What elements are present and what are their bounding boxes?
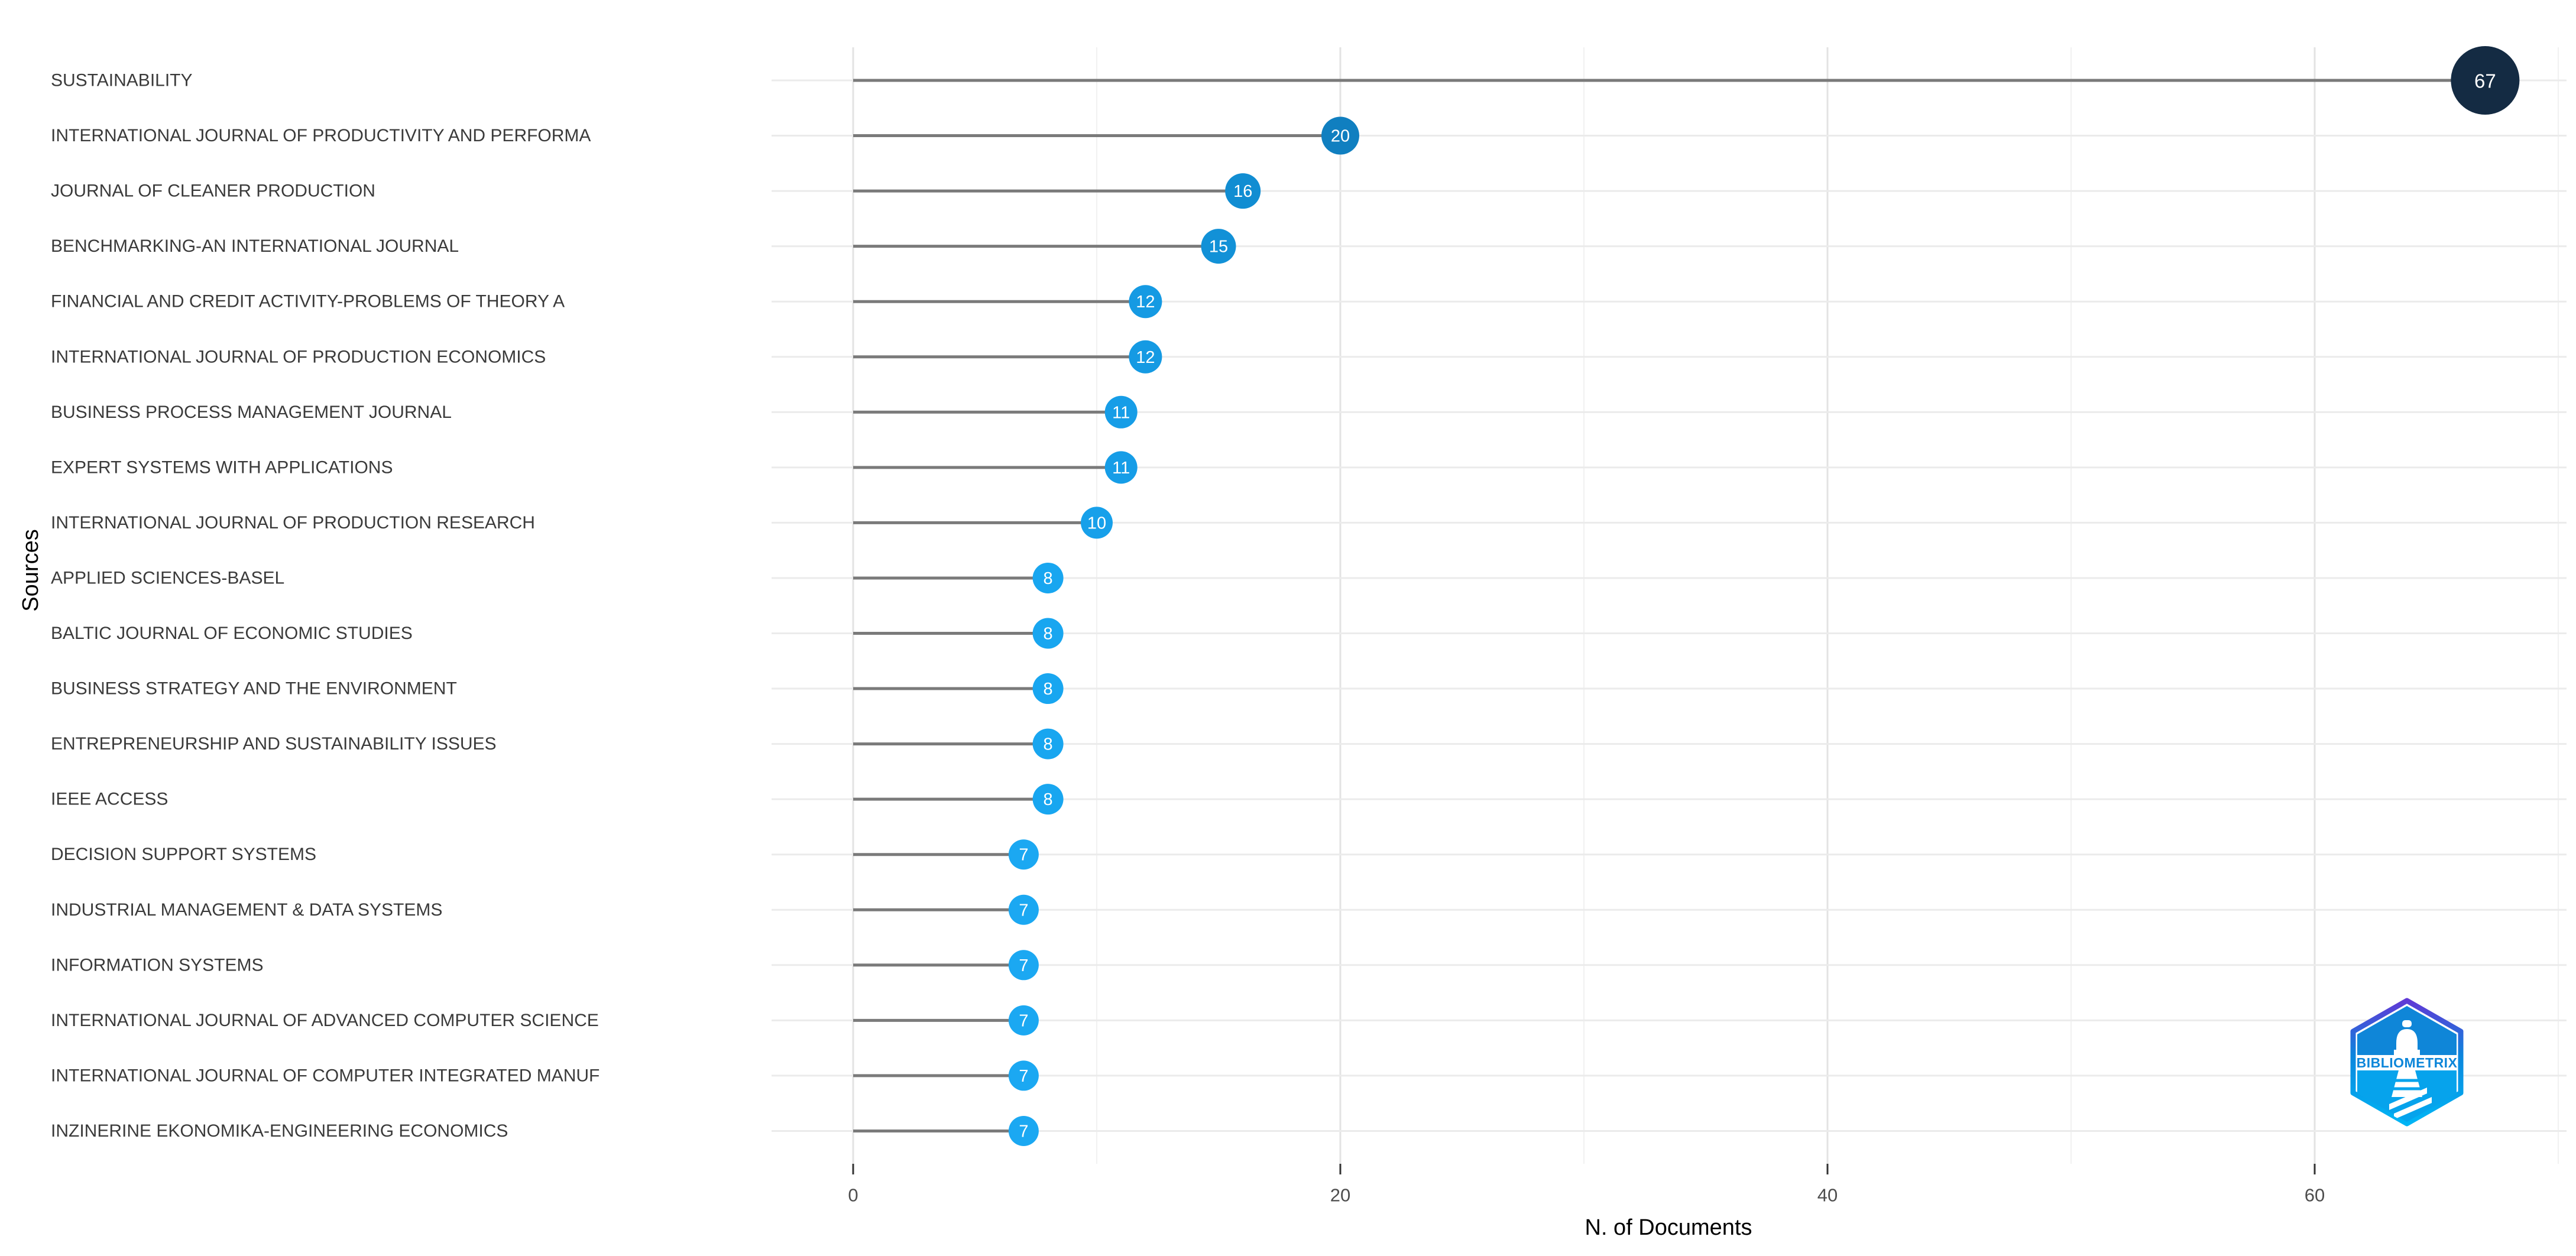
category-label: BALTIC JOURNAL OF ECONOMIC STUDIES	[51, 624, 413, 643]
lollipop-dot	[1201, 229, 1236, 264]
bibliometrix-logo: BIBLIOMETRIX	[2350, 998, 2464, 1127]
y-axis-title: Sources	[18, 529, 43, 611]
lollipop-dot	[1032, 673, 1064, 705]
lollipop-dot	[1008, 1005, 1039, 1036]
dot-value-label: 8	[1044, 790, 1053, 809]
category-label: INTERNATIONAL JOURNAL OF PRODUCTION ECON…	[51, 347, 546, 366]
category-label: BENCHMARKING-AN INTERNATIONAL JOURNAL	[51, 236, 459, 256]
dot-value-label: 7	[1019, 1067, 1028, 1086]
category-label: ENTREPRENEURSHIP AND SUSTAINABILITY ISSU…	[51, 734, 497, 754]
lollipop-dot	[2451, 46, 2520, 115]
dot-value-label: 10	[1087, 514, 1106, 533]
lollipop-dot	[1032, 562, 1064, 593]
dot-value-label: 15	[1209, 238, 1228, 257]
lollipop-dot	[1321, 116, 1359, 155]
category-label: INTERNATIONAL JOURNAL OF ADVANCED COMPUT…	[51, 1011, 599, 1030]
dot-value-label: 8	[1044, 625, 1053, 644]
category-label: INZINERINE EKONOMIKA-ENGINEERING ECONOMI…	[51, 1121, 508, 1141]
lollipop-dot	[1008, 1115, 1039, 1146]
lollipop-dot	[1129, 340, 1162, 374]
x-tick-label: 60	[2305, 1185, 2325, 1206]
category-label: SUSTAINABILITY	[51, 71, 193, 90]
x-axis-title: N. of Documents	[1585, 1215, 1752, 1240]
x-tick-label: 0	[848, 1185, 858, 1206]
category-label: FINANCIAL AND CREDIT ACTIVITY-PROBLEMS O…	[51, 292, 565, 311]
lollipop-dot	[1225, 173, 1261, 209]
logo-wordmark-text: BIBLIOMETRIX	[2357, 1055, 2458, 1070]
category-label: INTERNATIONAL JOURNAL OF PRODUCTIVITY AN…	[51, 126, 591, 145]
logo-lighthouse-art	[2357, 1006, 2457, 1122]
category-label: BUSINESS STRATEGY AND THE ENVIRONMENT	[51, 679, 457, 699]
dot-value-label: 12	[1136, 293, 1155, 311]
category-label: INTERNATIONAL JOURNAL OF PRODUCTION RESE…	[51, 513, 535, 533]
dot-value-label: 7	[1019, 901, 1028, 920]
dot-value-label: 11	[1112, 403, 1130, 422]
dot-value-label: 67	[2474, 70, 2496, 92]
lollipop-dot	[1008, 894, 1039, 925]
lollipop-dot	[1008, 950, 1039, 981]
dot-value-label: 7	[1019, 846, 1028, 865]
lollipop-dot	[1008, 1060, 1039, 1091]
category-label: INFORMATION SYSTEMS	[51, 955, 263, 975]
lollipop-dot	[1129, 285, 1162, 319]
lollipop-dot	[1032, 784, 1064, 815]
category-label: INDUSTRIAL MANAGEMENT & DATA SYSTEMS	[51, 900, 442, 920]
lollipop-dot	[1104, 451, 1138, 484]
category-label: EXPERT SYSTEMS WITH APPLICATIONS	[51, 457, 393, 477]
data-layer: 67 20 16 15 12 12 11 11 10 8 8 8 8 8 7 7 7 7 7 7	[853, 46, 2520, 1146]
dot-value-label: 8	[1044, 680, 1053, 699]
category-label: IEEE ACCESS	[51, 790, 168, 809]
lollipop-dot	[1081, 507, 1113, 539]
category-label: DECISION SUPPORT SYSTEMS	[51, 845, 316, 864]
lollipop-dot	[1032, 618, 1064, 649]
lollipop-dot	[1008, 839, 1039, 870]
dot-value-label: 20	[1331, 127, 1350, 146]
lollipop-dot	[1104, 395, 1138, 429]
x-tick-label: 20	[1330, 1185, 1350, 1206]
gridline-layer	[772, 47, 2567, 1164]
dot-value-label: 7	[1019, 956, 1028, 975]
category-label: APPLIED SCIENCES-BASEL	[51, 568, 284, 588]
lollipop-dot	[1032, 728, 1064, 760]
dot-value-label: 8	[1044, 735, 1053, 754]
dot-value-label: 16	[1233, 182, 1252, 201]
axis-layer: SUSTAINABILITY INTERNATIONAL JOURNAL OF P…	[51, 71, 2325, 1206]
x-tick-label: 40	[1817, 1185, 1838, 1206]
dot-value-label: 7	[1019, 1122, 1028, 1141]
category-label: INTERNATIONAL JOURNAL OF COMPUTER INTEGR…	[51, 1066, 600, 1085]
dot-value-label: 8	[1044, 569, 1053, 588]
category-label: JOURNAL OF CLEANER PRODUCTION	[51, 181, 375, 201]
category-label: BUSINESS PROCESS MANAGEMENT JOURNAL	[51, 403, 452, 422]
dot-value-label: 7	[1019, 1011, 1028, 1030]
dot-value-label: 12	[1136, 348, 1155, 367]
dot-value-label: 11	[1112, 459, 1130, 478]
